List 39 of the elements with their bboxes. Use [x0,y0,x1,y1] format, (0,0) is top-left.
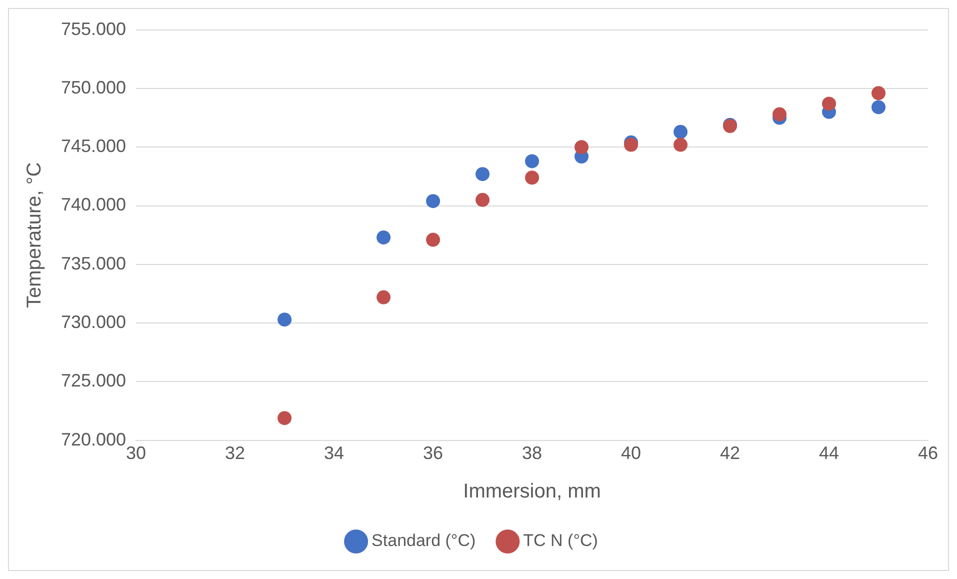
x-tick-label: 42 [720,443,740,464]
legend-label: Standard (°C) [372,531,476,550]
point [674,138,688,152]
point [525,170,540,185]
y-tick-label: 725.000 [60,370,126,391]
x-tick-label: 40 [621,443,642,464]
x-tick-label: 38 [522,443,542,464]
point [376,290,391,304]
y-axis-title: Temperature, °C [24,162,46,308]
point [426,232,440,247]
point [476,167,490,182]
x-tick-label: 46 [918,443,938,464]
point [476,192,490,207]
point [574,140,589,154]
y-tick-label: 730.000 [60,312,126,332]
point [872,86,886,100]
point [772,107,787,122]
point [278,411,292,426]
point [376,230,391,244]
point [426,194,440,208]
x-tick-label: 36 [423,443,444,464]
x-tick-label: 32 [225,443,246,464]
x-tick-label: 44 [818,443,840,464]
point [822,96,836,111]
y-tick-label: 755.000 [60,18,126,39]
point [525,154,540,168]
x-tick-label: 30 [126,443,146,464]
point [278,312,292,327]
y-tick-label: 720.000 [60,429,126,450]
legend-label: TC N (°C) [523,531,598,550]
y-tick-label: 740.000 [60,194,126,215]
y-tick-label: 750.000 [60,77,126,98]
point [624,138,638,152]
x-axis-title: Immersion, mm [463,480,601,503]
point [674,124,688,139]
x-tick-label: 34 [324,443,344,464]
point [872,100,886,114]
y-tick-label: 745.000 [60,136,126,156]
y-tick-label: 735.000 [60,253,126,274]
